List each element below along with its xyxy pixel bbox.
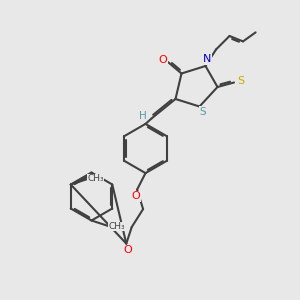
Text: CH₃: CH₃ bbox=[108, 222, 125, 231]
Text: O: O bbox=[158, 55, 167, 65]
Text: S: S bbox=[237, 76, 244, 86]
Text: S: S bbox=[200, 107, 206, 117]
Text: N: N bbox=[203, 54, 211, 64]
Text: CH₃: CH₃ bbox=[87, 174, 104, 183]
Text: O: O bbox=[131, 191, 140, 201]
Text: H: H bbox=[139, 110, 146, 121]
Text: O: O bbox=[123, 245, 132, 255]
